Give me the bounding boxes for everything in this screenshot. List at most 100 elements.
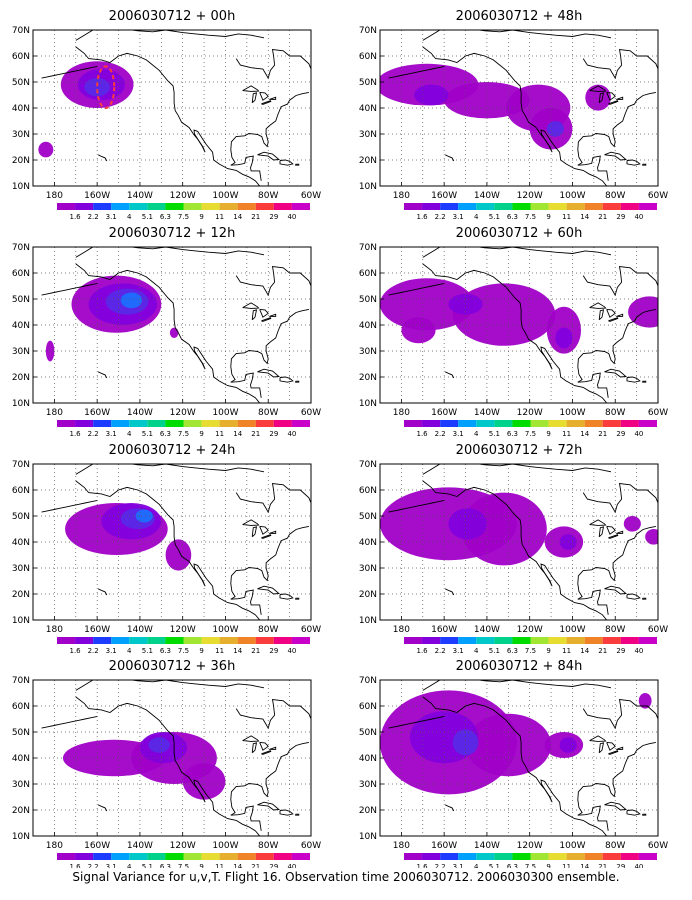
colorbar-swatch <box>404 420 423 427</box>
colorbar-swatch <box>75 203 94 210</box>
colorbar-swatch <box>548 637 567 644</box>
colorbar-swatch <box>638 853 657 860</box>
panel-title: 2006030712 + 36h <box>109 659 236 674</box>
colorbar-swatch <box>219 637 238 644</box>
colorbar-swatch <box>57 203 76 210</box>
colorbar-swatch <box>183 420 202 427</box>
lat-label: 20N <box>12 373 30 383</box>
lat-label: 20N <box>359 590 377 600</box>
colorbar-swatch <box>93 637 112 644</box>
colorbar-label: 5.1 <box>489 430 500 438</box>
lat-label: 30N <box>359 564 377 574</box>
colorbar-label: 5.1 <box>489 213 500 221</box>
lat-label: 20N <box>12 156 30 166</box>
coastline <box>388 680 658 836</box>
colorbar-label: 29 <box>269 430 278 438</box>
colorbar-swatch <box>291 203 310 210</box>
colorbar-label: 6.3 <box>507 430 518 438</box>
colorbar-swatch <box>129 637 148 644</box>
gridlines <box>33 247 311 403</box>
lat-label: 20N <box>12 806 30 816</box>
lat-label: 10N <box>359 616 377 626</box>
colorbar-swatch <box>111 420 130 427</box>
colorbar-swatch <box>165 637 184 644</box>
lat-label: 70N <box>12 243 30 253</box>
colorbar-swatch <box>57 420 76 427</box>
colorbar-label: 40 <box>634 647 643 655</box>
colorbar-label: 11 <box>562 863 571 868</box>
colorbar-swatch <box>512 203 531 210</box>
colorbar-swatch <box>440 203 459 210</box>
colorbar-label: 2.2 <box>88 647 99 655</box>
colorbar-label: 21 <box>598 213 607 221</box>
colorbar-swatch <box>75 420 94 427</box>
colorbar-label: 21 <box>598 430 607 438</box>
colorbar-label: 6.3 <box>507 213 518 221</box>
lat-label: 60N <box>12 269 30 279</box>
lat-label: 20N <box>359 806 377 816</box>
colorbar-swatch <box>494 853 513 860</box>
colorbar-swatch <box>219 203 238 210</box>
variance-area <box>38 141 54 158</box>
variance-area <box>148 737 170 753</box>
colorbar-swatch <box>273 853 292 860</box>
colorbar-swatch <box>201 203 220 210</box>
coastline <box>388 30 658 186</box>
colorbar-swatch <box>255 420 274 427</box>
variance-area <box>448 508 487 540</box>
lat-label: 30N <box>12 130 30 140</box>
map-panel: 2006030712 + 24h 70N 60N 50N 40N 30N 20N 10N 180… <box>12 443 321 655</box>
lon-label: 180 <box>393 625 410 635</box>
lat-label: 40N <box>359 538 377 548</box>
lat-label: 50N <box>12 295 30 305</box>
lon-label: 180 <box>46 625 63 635</box>
colorbar: 1.6 2.2 3.1 4 5.1 6.3 7.5 9 11 14 21 29 40 <box>57 637 310 655</box>
colorbar-swatch <box>620 853 639 860</box>
lat-label: 60N <box>359 269 377 279</box>
colorbar-swatch <box>291 420 310 427</box>
colorbar-label: 11 <box>562 430 571 438</box>
colorbar-swatch <box>201 853 220 860</box>
lon-label: 80W <box>258 841 278 851</box>
colorbar-label: 5.1 <box>142 213 153 221</box>
colorbar-swatch <box>183 853 202 860</box>
gridlines <box>33 30 311 186</box>
figure-caption: Signal Variance for u,v,T. Flight 16. Ob… <box>72 870 620 884</box>
colorbar-label: 11 <box>215 863 224 868</box>
colorbar-label: 6.3 <box>160 863 171 868</box>
colorbar-label: 29 <box>616 430 625 438</box>
lon-label: 160W <box>84 625 110 635</box>
lat-label: 10N <box>359 182 377 192</box>
lon-label: 60W <box>301 841 321 851</box>
lat-label: 20N <box>359 373 377 383</box>
lat-label: 30N <box>12 780 30 790</box>
variance-area <box>546 121 564 137</box>
lon-label: 100W <box>559 191 585 201</box>
lat-label: 10N <box>12 182 30 192</box>
colorbar-swatch <box>566 637 585 644</box>
colorbar-label: 7.5 <box>178 213 189 221</box>
colorbar-label: 29 <box>616 863 625 868</box>
colorbar-swatch <box>183 637 202 644</box>
lat-label: 50N <box>12 512 30 522</box>
colorbar-label: 21 <box>598 647 607 655</box>
lon-label: 180 <box>46 841 63 851</box>
colorbar-swatch <box>93 203 112 210</box>
colorbar-label: 3.1 <box>106 213 117 221</box>
colorbar-label: 14 <box>233 647 242 655</box>
colorbar-swatch <box>476 420 495 427</box>
lat-label: 30N <box>12 564 30 574</box>
colorbar-swatch <box>512 420 531 427</box>
colorbar-swatch <box>548 853 567 860</box>
colorbar-swatch <box>548 420 567 427</box>
colorbar-label: 14 <box>580 647 589 655</box>
colorbar-swatch <box>638 637 657 644</box>
colorbar-swatch <box>404 853 423 860</box>
colorbar: 1.6 2.2 3.1 4 5.1 6.3 7.5 9 11 14 21 29 40 <box>404 203 657 221</box>
lat-label: 40N <box>12 754 30 764</box>
lat-label: 70N <box>359 460 377 470</box>
lat-label: 10N <box>12 832 30 842</box>
colorbar-label: 5.1 <box>142 863 153 868</box>
colorbar-label: 1.6 <box>416 863 428 868</box>
lat-label: 50N <box>12 728 30 738</box>
